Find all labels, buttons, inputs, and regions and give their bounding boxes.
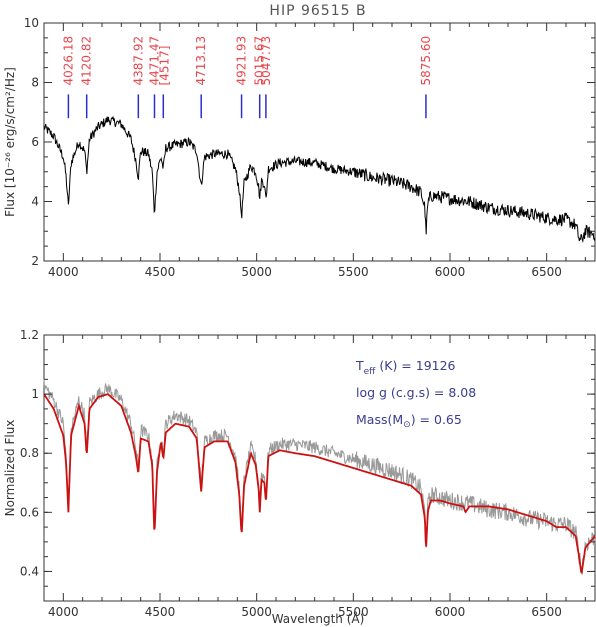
- y-tick-label: 1: [31, 387, 39, 401]
- mass-annotation: Mass(M⊙) = 0.65: [356, 412, 462, 430]
- bottom-y-axis: 0.4 0.6 0.8 1 1.2: [20, 328, 595, 602]
- chart-title: HIP 96515 B: [269, 3, 366, 19]
- line-label: 4471.47: [147, 36, 161, 86]
- x-tick-label: 6500: [531, 605, 562, 619]
- y-tick-label: 0.4: [20, 564, 39, 578]
- teff-annotation: Teff (K) = 19126: [355, 358, 456, 377]
- model-line: [43, 393, 596, 574]
- logg-annotation: log g (c.g.s) = 8.08: [356, 385, 476, 400]
- normalized-spectrum-series: [43, 378, 596, 575]
- flux-spectrum-series: [43, 116, 596, 244]
- fit-parameters: Teff (K) = 19126 log g (c.g.s) = 8.08 Ma…: [355, 358, 476, 430]
- y-tick-label: 0.8: [20, 446, 39, 460]
- normalized-panel: 4000 4500 5000 5500 6000 6500 0.4 0.6 0.8 1 1.2 N…: [3, 328, 596, 626]
- x-tick-label: 6000: [435, 605, 466, 619]
- x-tick-label: 6000: [435, 265, 466, 279]
- line-label: 5015.67: [253, 36, 267, 86]
- top-y-axis-label: Flux [10⁻²⁶ erg/s/cm²/Hz]: [3, 67, 17, 217]
- top-plot-frame: [43, 22, 596, 262]
- x-tick-label: 4500: [145, 605, 176, 619]
- line-markers: 4026.18 4120.82 4387.92 4471.47[4517] 4713.1…: [61, 36, 433, 119]
- top-y-axis: 2 4 6 8 10: [24, 16, 595, 268]
- top-x-axis: 4000 4500 5000 5500 6000 6500: [43, 23, 586, 279]
- y-tick-label: 8: [31, 76, 39, 90]
- x-tick-label: 4000: [48, 605, 79, 619]
- bottom-x-axis: 4000 4500 5000 5500 6000 6500: [43, 335, 586, 619]
- y-tick-label: 6: [31, 135, 39, 149]
- spectrum-line: [43, 116, 596, 244]
- y-tick-label: 0.6: [20, 505, 39, 519]
- bottom-y-axis-label: Normalized Flux: [3, 420, 17, 517]
- y-tick-label: 10: [24, 16, 39, 30]
- spectrum-line: [43, 378, 596, 575]
- x-tick-label: 4500: [145, 265, 176, 279]
- bottom-plot-frame: [43, 334, 596, 602]
- line-label: 4026.18: [61, 36, 75, 86]
- line-label: 4120.82: [80, 36, 94, 86]
- line-label: 4713.13: [194, 36, 208, 86]
- spectrum-panel: 4026.18 4120.82 4387.92 4471.47[4517] 4713.1…: [3, 16, 596, 279]
- y-tick-label: 2: [31, 254, 39, 268]
- line-label: 5875.60: [419, 36, 433, 86]
- x-tick-label: 6500: [531, 265, 562, 279]
- model-fit-series: [43, 393, 596, 574]
- x-tick-label: 5500: [338, 605, 369, 619]
- x-tick-label: 5000: [241, 265, 272, 279]
- x-tick-label: 5500: [338, 265, 369, 279]
- x-tick-label: 4000: [48, 265, 79, 279]
- line-label: 4387.92: [131, 36, 145, 86]
- x-tick-label: 5000: [241, 605, 272, 619]
- line-label: 4921.93: [235, 36, 249, 86]
- y-tick-label: 4: [31, 195, 39, 209]
- line-label: [4517]: [157, 46, 171, 86]
- line-label: 5047.73: [259, 36, 273, 86]
- y-tick-label: 1.2: [20, 328, 39, 342]
- x-axis-label: Wavelength (Å): [272, 611, 365, 626]
